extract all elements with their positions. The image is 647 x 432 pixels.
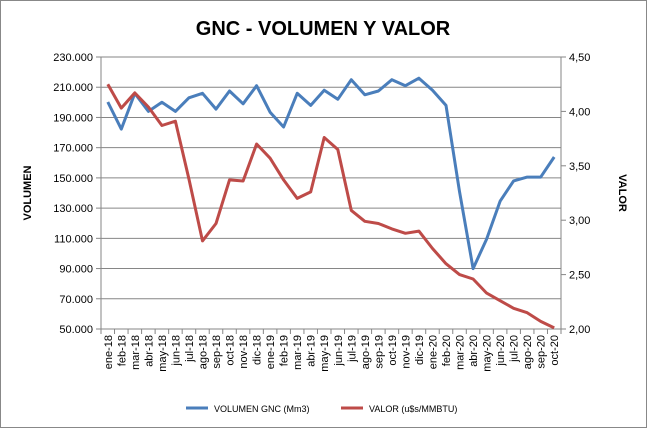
y-tick-label: 170.000 [53, 143, 93, 155]
x-tick-label: oct-20 [549, 335, 561, 366]
x-tick-label: ene-19 [265, 335, 277, 369]
x-tick-label: may-19 [319, 335, 331, 372]
y-tick-label: 190.000 [53, 112, 93, 124]
x-tick-label: abr-19 [306, 335, 318, 367]
x-tick-label: oct-18 [225, 335, 237, 366]
x-tick-label: jun-19 [333, 335, 345, 367]
x-tick-label: feb-20 [441, 335, 453, 366]
x-tick-label: ago-20 [522, 335, 534, 369]
y2-tick-label: 4,50 [569, 52, 590, 64]
x-tick-label: feb-18 [116, 335, 128, 366]
y2-tick-label: 3,00 [569, 215, 590, 227]
legend-label: VALOR (u$s/MMBTU) [369, 404, 457, 414]
x-tick-label: nov-19 [400, 335, 412, 369]
legend-label: VOLUMEN GNC (Mm3) [214, 404, 310, 414]
y-tick-label: 210.000 [53, 82, 93, 94]
x-tick-label: abr-18 [143, 335, 155, 367]
x-tick-label: jul-18 [184, 335, 196, 363]
x-tick-label: may-18 [157, 335, 169, 372]
x-tick-label: sep-20 [536, 335, 548, 369]
x-tick-label: sep-19 [373, 335, 385, 369]
x-tick-label: ene-18 [103, 335, 115, 369]
y-tick-label: 230.000 [53, 52, 93, 64]
x-tick-label: jun-18 [170, 335, 182, 367]
x-tick-label: jul-20 [509, 335, 521, 363]
x-tick-label: ago-19 [360, 335, 372, 369]
x-tick-label: ene-20 [427, 335, 439, 369]
y2-tick-label: 3,50 [569, 161, 590, 173]
y-axis-label: VOLUMEN [22, 165, 34, 220]
y-tick-label: 150.000 [53, 173, 93, 185]
x-tick-label: feb-19 [279, 335, 291, 366]
x-tick-label: nov-18 [238, 335, 250, 369]
x-tick-label: ago-18 [197, 335, 209, 369]
y2-tick-label: 2,00 [569, 324, 590, 336]
x-tick-label: jun-20 [495, 335, 507, 367]
x-tick-label: dic-18 [252, 335, 264, 365]
y-tick-label: 50.000 [59, 324, 93, 336]
x-tick-label: sep-18 [211, 335, 223, 369]
series-line-volumen [106, 76, 556, 271]
y2-tick-label: 4,00 [569, 106, 590, 118]
x-tick-label: mar-20 [455, 335, 467, 370]
x-tick-label: jul-19 [346, 335, 358, 363]
x-tick-label: may-20 [482, 335, 494, 372]
y-tick-label: 90.000 [59, 264, 93, 276]
series-line-valor [106, 83, 555, 330]
y-tick-label: 70.000 [59, 294, 93, 306]
x-tick-label: oct-19 [387, 335, 399, 366]
y2-axis-label: VALOR [616, 174, 628, 212]
x-tick-label: mar-18 [130, 335, 142, 370]
x-tick-label: mar-19 [292, 335, 304, 370]
y-tick-label: 110.000 [54, 233, 93, 245]
y-tick-label: 130.000 [53, 203, 93, 215]
x-tick-label: abr-20 [468, 335, 480, 367]
y2-tick-label: 2,50 [569, 270, 590, 282]
x-tick-label: dic-19 [414, 335, 426, 365]
chart-title: GNC - VOLUMEN Y VALOR [196, 18, 451, 40]
